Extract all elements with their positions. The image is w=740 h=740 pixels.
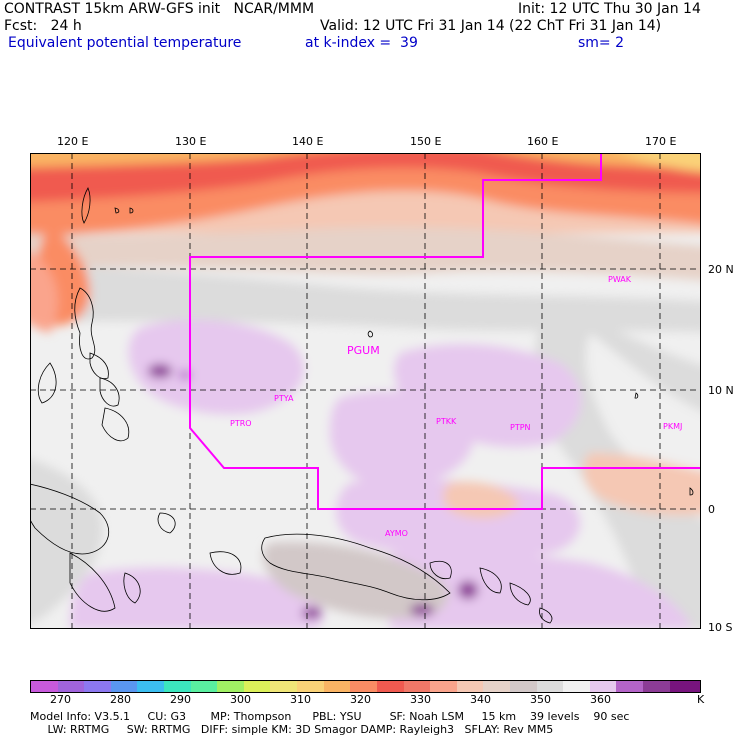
colorbar-swatch	[57, 681, 85, 692]
lat-label-20n: 20 N	[708, 263, 734, 276]
station-ptya: PTYA	[274, 394, 294, 403]
colorbar-swatch	[164, 681, 191, 692]
theta-e-field	[30, 153, 701, 629]
colorbar-swatch	[483, 681, 510, 692]
station-pkmj: PKMJ	[663, 422, 682, 431]
colorbar-swatch	[616, 681, 644, 692]
init-time: Init: 12 UTC Thu 30 Jan 14	[518, 1, 701, 17]
model-title: CONTRAST 15km ARW-GFS init NCAR/MMM	[4, 1, 315, 17]
colorbar-swatch	[110, 681, 138, 692]
colorbar-swatch	[669, 681, 701, 692]
colorbar-swatch	[137, 681, 165, 692]
colorbar-tick-320: 320	[350, 693, 371, 706]
valid-time: Valid: 12 UTC Fri 31 Jan 14 (22 ChT Fri …	[320, 18, 662, 34]
colorbar-tick-270: 270	[50, 693, 71, 706]
colorbar-swatch	[536, 681, 564, 692]
colorbar-swatch	[456, 681, 484, 692]
colorbar-swatch	[403, 681, 431, 692]
colorbar-swatch	[563, 681, 590, 692]
field-name: Equivalent potential temperature	[8, 35, 242, 51]
lon-label-160: 160 E	[527, 135, 559, 148]
model-info-line2: LW: RRTMG SW: RRTMG DIFF: simple KM: 3D …	[30, 723, 554, 736]
lon-label-170: 170 E	[645, 135, 677, 148]
station-labels: PWAK PGUM PTYA PTRO PTKK PTPN PKMJ AYMO	[230, 275, 682, 538]
colorbar-tick-350: 350	[530, 693, 551, 706]
colorbar-swatch	[643, 681, 670, 692]
smoothing: sm= 2	[578, 35, 625, 51]
lon-label-130: 130 E	[175, 135, 207, 148]
colorbar-tick-330: 330	[410, 693, 431, 706]
station-pwak: PWAK	[608, 275, 632, 284]
domain-boundary	[189, 153, 701, 510]
map-frame	[30, 153, 701, 629]
lon-label-120: 120 E	[57, 135, 89, 148]
colorbar-swatch	[430, 681, 457, 692]
colorbar-tick-280: 280	[110, 693, 131, 706]
level-index: at k-index = 39	[305, 35, 418, 51]
coastlines	[30, 187, 694, 624]
colorbar-tick-290: 290	[170, 693, 191, 706]
colorbar-tick-360: 360	[590, 693, 611, 706]
colorbar-swatch	[84, 681, 111, 692]
colorbar-swatch	[270, 681, 298, 692]
theta-e-map: PWAK PGUM PTYA PTRO PTKK PTPN PKMJ AYMO	[30, 153, 701, 629]
model-info-line1: Model Info: V3.5.1 CU: G3 MP: Thompson P…	[30, 710, 630, 723]
station-ptkk: PTKK	[436, 417, 457, 426]
colorbar-swatch	[323, 681, 351, 692]
lat-label-0: 0	[708, 503, 715, 516]
colorbar-tick-300: 300	[230, 693, 251, 706]
colorbar	[30, 680, 701, 693]
colorbar-tick-340: 340	[470, 693, 491, 706]
station-aymo: AYMO	[385, 529, 408, 538]
lat-label-10n: 10 N	[708, 384, 734, 397]
lat-label-10s: 10 S	[708, 621, 733, 634]
colorbar-swatch	[297, 681, 324, 692]
colorbar-swatch	[589, 681, 617, 692]
station-pgum: PGUM	[347, 344, 380, 357]
station-ptro: PTRO	[230, 419, 252, 428]
lon-label-140: 140 E	[292, 135, 324, 148]
colorbar-swatch	[190, 681, 218, 692]
colorbar-swatch	[243, 681, 271, 692]
colorbar-swatch	[31, 681, 58, 692]
colorbar-swatch	[350, 681, 377, 692]
station-ptpn: PTPN	[510, 423, 531, 432]
colorbar-swatch	[217, 681, 244, 692]
colorbar-swatch	[509, 681, 537, 692]
colorbar-tick-310: 310	[290, 693, 311, 706]
colorbar-swatch	[376, 681, 404, 692]
colorbar-unit: K	[697, 693, 705, 706]
forecast-hour: Fcst: 24 h	[4, 18, 82, 34]
lon-label-150: 150 E	[410, 135, 442, 148]
